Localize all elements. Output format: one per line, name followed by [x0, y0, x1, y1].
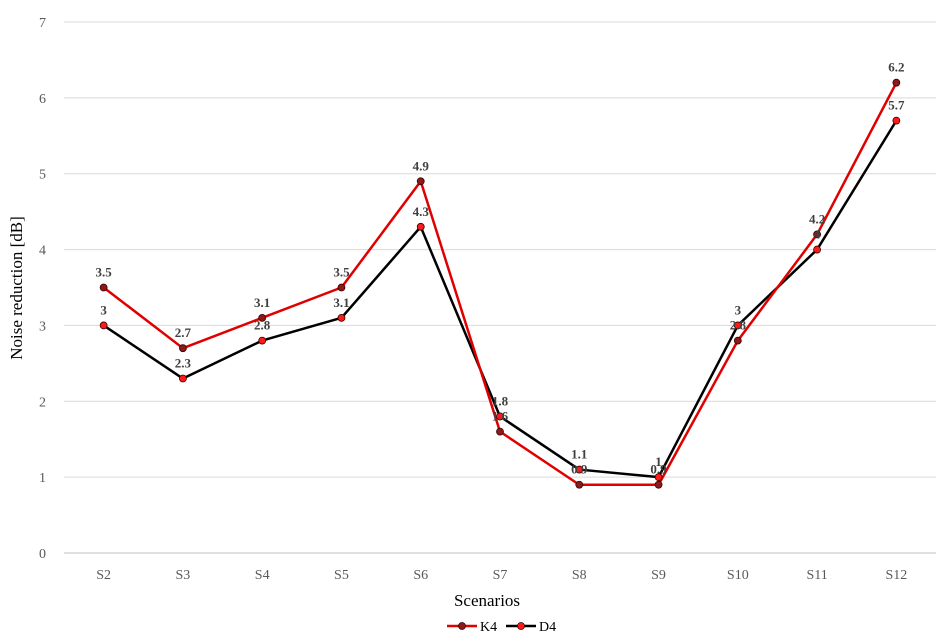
x-axis-label: Scenarios — [454, 591, 520, 610]
data-label-d4: 4.3 — [413, 204, 430, 219]
data-label-k4: 6.2 — [888, 60, 904, 75]
data-point-k4 — [99, 283, 108, 292]
legend-marker-k4 — [458, 622, 466, 630]
data-point-k4 — [179, 344, 187, 353]
data-label-k4: 2.8 — [730, 318, 747, 333]
data-label-d4: 5.7 — [888, 98, 905, 113]
legend-label-d4: D4 — [539, 620, 556, 635]
data-point-d4 — [496, 412, 504, 421]
data-point-k4 — [813, 230, 821, 239]
gridlines — [64, 21, 936, 554]
x-tick-label: S3 — [176, 568, 191, 583]
x-tick-label: S11 — [806, 568, 827, 583]
data-point-k4 — [575, 480, 584, 489]
x-tick-label: S9 — [651, 568, 666, 583]
data-label-d4: 2.3 — [175, 356, 192, 371]
x-axis-ticks: S2 S3 S4 S5 S6 S7 S8 S9 S10 S11 S12 — [96, 568, 907, 583]
data-label-d4: 2.8 — [254, 318, 271, 333]
data-label-k4: 0.9 — [571, 462, 588, 477]
data-label-k4: 3.5 — [333, 265, 350, 280]
y-tick-label: 6 — [39, 92, 46, 107]
x-tick-label: S2 — [96, 568, 111, 583]
data-label-d4: 1.8 — [492, 393, 509, 408]
data-point-d4 — [99, 321, 108, 330]
x-tick-label: S7 — [493, 568, 508, 583]
data-label-d4: 1 — [655, 454, 662, 469]
data-point-k4 — [892, 78, 901, 87]
data-label-k4: 3.1 — [254, 295, 270, 310]
y-tick-label: 2 — [39, 395, 46, 410]
legend-marker-d4 — [517, 622, 525, 630]
data-label-k4: 1.6 — [492, 409, 509, 424]
data-label-k4: 4.9 — [413, 158, 430, 173]
y-axis-label: Noise reduction [dB] — [7, 216, 26, 360]
data-point-k4 — [496, 427, 504, 436]
data-point-k4 — [654, 480, 663, 489]
x-tick-label: S5 — [334, 568, 349, 583]
data-point-d4 — [258, 336, 267, 345]
y-tick-label: 4 — [39, 244, 46, 259]
data-point-d4 — [575, 465, 584, 474]
data-point-k4 — [733, 336, 742, 345]
y-tick-label: 7 — [39, 16, 46, 31]
y-tick-label: 5 — [39, 168, 46, 183]
x-tick-label: S4 — [255, 568, 270, 583]
data-labels: 3.5 2.7 3.1 3.5 4.9 1.6 0.9 0.9 2.8 4.2 6.2 3 2.3 2.8… — [96, 60, 905, 477]
data-point-d4 — [733, 321, 742, 330]
data-label-d4: 3 — [100, 302, 107, 317]
x-tick-label: S6 — [413, 568, 428, 583]
data-label-d4: 4 — [814, 227, 821, 242]
data-label-k4: 2.7 — [175, 325, 192, 340]
data-label-d4: 3 — [735, 302, 742, 317]
x-tick-label: S8 — [572, 568, 587, 583]
data-point-d4 — [337, 313, 346, 322]
y-tick-label: 3 — [39, 319, 46, 334]
series-markers — [99, 78, 901, 489]
data-point-k4 — [258, 313, 267, 322]
series-lines — [102, 82, 898, 486]
data-point-d4 — [179, 374, 187, 383]
y-axis-ticks: 0 1 2 3 4 5 6 7 — [39, 16, 46, 562]
y-tick-label: 1 — [39, 471, 46, 486]
data-point-k4 — [337, 283, 346, 292]
data-point-d4 — [892, 116, 901, 125]
legend-label-k4: K4 — [480, 620, 497, 635]
data-label-k4: 0.9 — [650, 462, 667, 477]
data-point-d4 — [654, 473, 663, 482]
legend: K4 D4 — [447, 620, 556, 635]
data-label-d4: 1.1 — [571, 447, 587, 462]
data-point-k4 — [416, 177, 425, 186]
data-point-d4 — [813, 245, 821, 254]
data-label-k4: 4.2 — [809, 211, 825, 226]
data-point-d4 — [416, 222, 425, 231]
y-tick-label: 0 — [39, 547, 46, 562]
x-tick-label: S10 — [727, 568, 749, 583]
data-label-d4: 3.1 — [333, 295, 349, 310]
data-label-k4: 3.5 — [96, 265, 113, 280]
series-line-k4 — [102, 82, 898, 486]
x-tick-label: S12 — [885, 568, 907, 583]
